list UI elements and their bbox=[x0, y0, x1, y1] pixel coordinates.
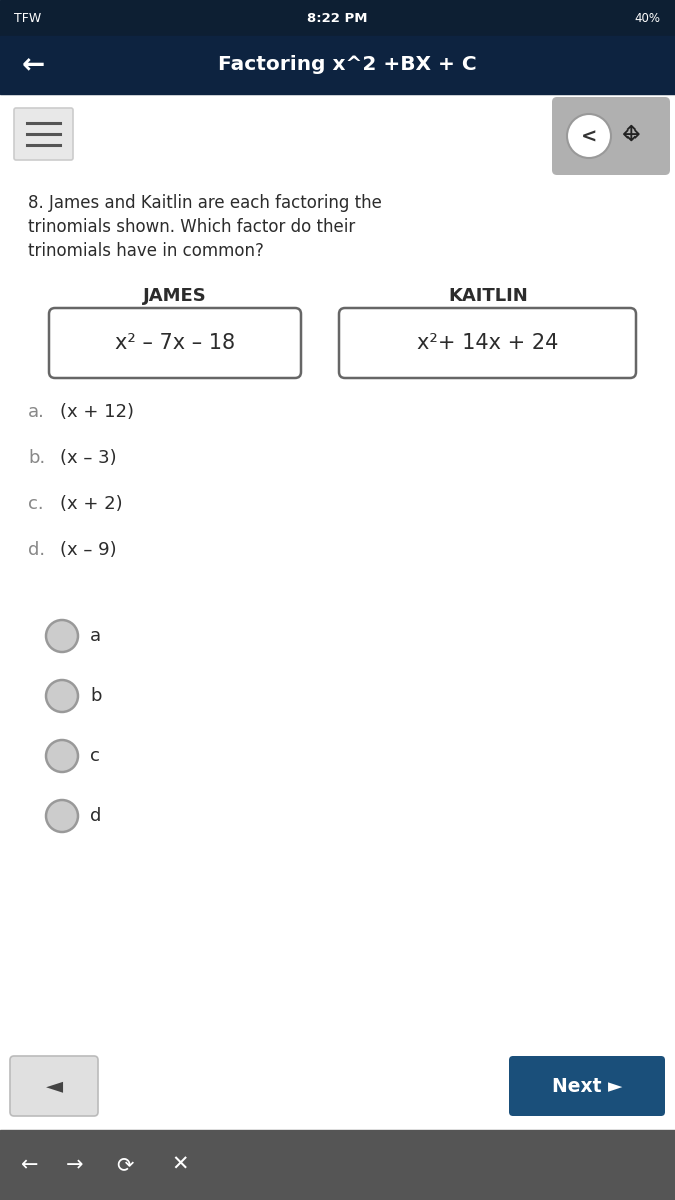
Text: a: a bbox=[90, 626, 101, 646]
Text: JAMES: JAMES bbox=[143, 287, 207, 305]
Text: <: < bbox=[580, 127, 597, 146]
Circle shape bbox=[46, 740, 78, 772]
Text: ←: ← bbox=[21, 1154, 38, 1175]
Text: →: → bbox=[66, 1154, 84, 1175]
FancyBboxPatch shape bbox=[552, 97, 670, 175]
Text: c.: c. bbox=[28, 494, 44, 514]
FancyBboxPatch shape bbox=[339, 308, 636, 378]
Circle shape bbox=[567, 114, 611, 158]
Text: ↕: ↕ bbox=[622, 125, 641, 145]
Text: d.: d. bbox=[28, 541, 45, 559]
Circle shape bbox=[46, 800, 78, 832]
Text: ⟳: ⟳ bbox=[116, 1154, 134, 1175]
Text: ◄: ◄ bbox=[45, 1076, 63, 1096]
Bar bbox=[0, 0, 675, 36]
Circle shape bbox=[46, 680, 78, 712]
FancyBboxPatch shape bbox=[49, 308, 301, 378]
Text: (x + 12): (x + 12) bbox=[60, 403, 134, 421]
FancyBboxPatch shape bbox=[10, 1056, 98, 1116]
Text: Next ►: Next ► bbox=[552, 1076, 622, 1096]
Bar bbox=[0, 94, 675, 1130]
Text: KAITLIN: KAITLIN bbox=[448, 287, 528, 305]
Text: ✕: ✕ bbox=[171, 1154, 189, 1175]
Text: trinomials shown. Which factor do their: trinomials shown. Which factor do their bbox=[28, 218, 355, 236]
Text: 8. James and Kaitlin are each factoring the: 8. James and Kaitlin are each factoring … bbox=[28, 194, 382, 212]
Text: ←: ← bbox=[22, 50, 45, 79]
Bar bbox=[0, 36, 675, 94]
Text: 8:22 PM: 8:22 PM bbox=[307, 12, 368, 24]
Circle shape bbox=[46, 620, 78, 652]
Text: (x – 3): (x – 3) bbox=[60, 449, 117, 467]
FancyBboxPatch shape bbox=[14, 108, 73, 160]
Text: d: d bbox=[90, 806, 101, 826]
Text: TFW: TFW bbox=[14, 12, 41, 24]
Text: a.: a. bbox=[28, 403, 45, 421]
Text: 40%: 40% bbox=[634, 12, 660, 24]
Text: c: c bbox=[90, 746, 100, 766]
Text: trinomials have in common?: trinomials have in common? bbox=[28, 242, 264, 260]
Text: b.: b. bbox=[28, 449, 45, 467]
Text: ↔: ↔ bbox=[622, 125, 641, 145]
Bar bbox=[0, 1130, 675, 1200]
Text: (x + 2): (x + 2) bbox=[60, 494, 123, 514]
Text: x² – 7x – 18: x² – 7x – 18 bbox=[115, 332, 235, 353]
Text: Factoring x^2 +BX + C: Factoring x^2 +BX + C bbox=[218, 55, 477, 74]
Text: b: b bbox=[90, 686, 101, 704]
Text: (x – 9): (x – 9) bbox=[60, 541, 117, 559]
FancyBboxPatch shape bbox=[509, 1056, 665, 1116]
Text: x²+ 14x + 24: x²+ 14x + 24 bbox=[416, 332, 558, 353]
